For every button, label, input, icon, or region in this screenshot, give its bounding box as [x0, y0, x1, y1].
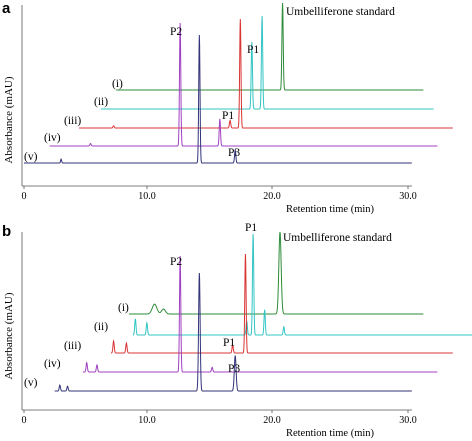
panel-b-trace-iii [111, 253, 453, 354]
panel-b-tick-label: 10.0 [138, 415, 156, 426]
panel-a-annotation-p1-upper: P1 [247, 44, 259, 56]
panel-a-y-axis-label: Absorbance (mAU) [3, 76, 15, 163]
panel-a-traces [24, 2, 453, 164]
panel-a-tick-label: 0 [22, 191, 27, 202]
panel-b-tick-label: 30.0 [399, 415, 417, 426]
panel-a-trace-i [116, 2, 424, 91]
panel-b-x-ticks: 0 10.0 20.0 30.0 [22, 410, 417, 426]
panel-b-label-v: (v) [24, 377, 38, 389]
panel-a-label-iii: (iii) [64, 115, 81, 127]
panel-a-annotation-p1-lower: P1 [222, 110, 234, 122]
panel-a-trace-iii [79, 18, 453, 129]
panel-a-tick-label: 20.0 [263, 191, 281, 202]
panel-a-tick-label: 10.0 [138, 191, 156, 202]
panel-b-traces [54, 231, 472, 392]
panel-a-x-ticks: 0 10.0 20.0 30.0 [22, 186, 417, 202]
panel-a-label-iv: (iv) [44, 132, 61, 144]
panel-a-label-i: (i) [112, 78, 123, 90]
panel-b-label-ii: (ii) [94, 321, 108, 333]
panel-b-trace-v [54, 272, 412, 392]
panel-b: b Absorbance (mAU) 0 10.0 20.0 30.0 Rete… [2, 222, 472, 439]
panel-a-trace-iv [49, 22, 438, 147]
panel-a-trace-v [24, 34, 412, 164]
panel-a-annotations: Umbelliferone standard P2 P1 P1 P3 [170, 6, 395, 159]
panel-b-label-iv: (iv) [44, 358, 61, 370]
panel-b-tick-label: 20.0 [263, 415, 281, 426]
panel-b-annotation-umbelliferone: Umbelliferone standard [283, 232, 392, 244]
panel-b-letter: b [2, 223, 11, 240]
panel-b-trace-labels: (i) (ii) (iii) (iv) (v) [24, 302, 129, 389]
panel-a-label-v: (v) [24, 151, 38, 163]
panel-a-trace-ii [100, 15, 434, 110]
panel-a-tick-label: 30.0 [399, 191, 417, 202]
panel-b-annotation-p2: P2 [170, 256, 182, 268]
panel-b-trace-ii [132, 233, 472, 336]
panel-b-annotation-p1-lower: P1 [223, 337, 235, 349]
panel-a-annotation-p3: P3 [228, 147, 240, 159]
panel-a-label-ii: (ii) [94, 96, 108, 108]
panel-b-label-i: (i) [118, 302, 129, 314]
panel-b-tick-label: 0 [22, 415, 27, 426]
panel-a-letter: a [2, 0, 11, 17]
panel-b-label-iii: (iii) [64, 340, 81, 352]
panel-b-y-axis-label: Absorbance (mAU) [3, 292, 15, 379]
panel-b-annotation-p3: P3 [228, 363, 240, 375]
panel-a-trace-labels: (i) (ii) (iii) (iv) (v) [24, 78, 123, 163]
panel-a: a Absorbance (mAU) 0 10.0 20.0 30.0 Rete… [2, 0, 453, 215]
panel-b-trace-iv [82, 255, 438, 373]
panel-a-annotation-umbelliferone: Umbelliferone standard [286, 6, 395, 18]
panel-b-annotations: Umbelliferone standard P2 P1 P1 P3 [170, 222, 392, 375]
panel-b-x-axis-label: Retention time (min) [286, 428, 375, 439]
panel-a-x-axis-label: Retention time (min) [286, 204, 375, 215]
panel-b-trace-i [128, 231, 424, 315]
panel-a-annotation-p2: P2 [170, 26, 182, 38]
panel-b-annotation-p1-upper: P1 [245, 222, 257, 234]
